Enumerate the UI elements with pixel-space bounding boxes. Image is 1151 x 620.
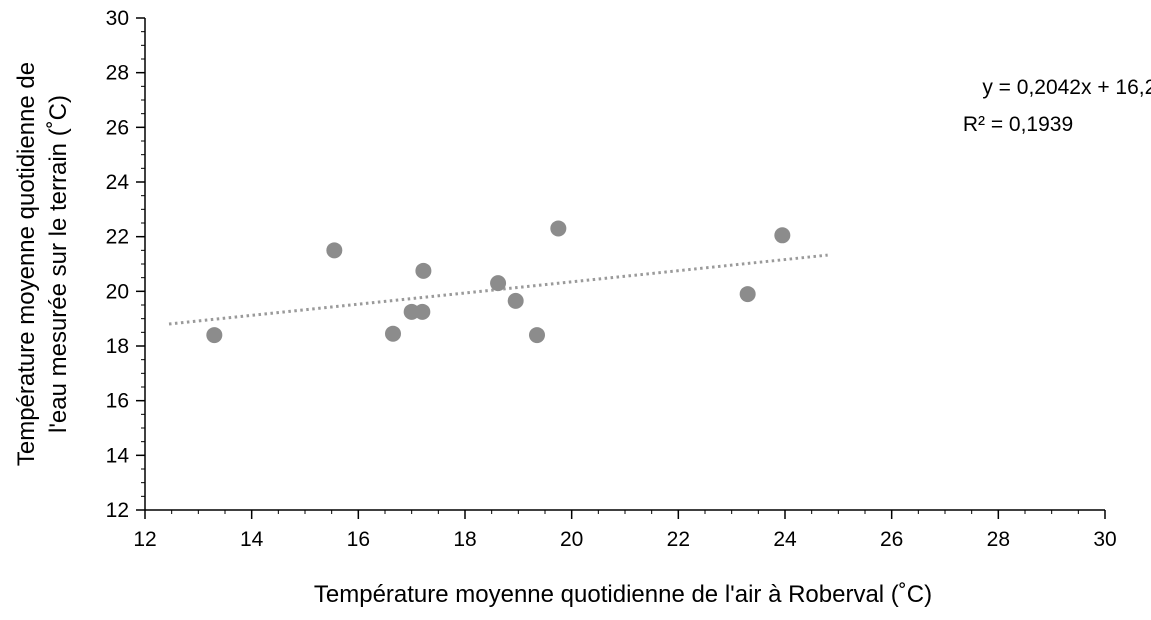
data-point: [206, 327, 223, 344]
y-tick-label: 14: [106, 444, 130, 467]
data-point: [507, 292, 524, 309]
data-point: [490, 275, 507, 292]
data-points: [206, 220, 791, 344]
y-tick-label: 16: [106, 390, 129, 413]
y-tick-label: 20: [106, 280, 129, 303]
y-tick-label: 24: [106, 171, 130, 194]
x-tick-label: 22: [667, 528, 690, 551]
r-squared-label: R² = 0,1939: [963, 113, 1073, 136]
y-tick-label: 28: [106, 62, 129, 85]
x-tick-label: 26: [880, 528, 903, 551]
y-tick-label: 22: [106, 226, 129, 249]
data-point: [414, 303, 431, 320]
y-axis-title-line-1: Température moyenne quotidienne de: [13, 62, 40, 466]
trendline-equation: y = 0,2042x + 16,262: [982, 76, 1151, 99]
data-point: [739, 286, 756, 303]
x-tick-label: 28: [987, 528, 1010, 551]
x-tick-label: 30: [1093, 528, 1116, 551]
data-point: [550, 220, 567, 237]
y-axis-title-line-2: l'eau mesurée sur le terrain (˚C): [45, 95, 72, 433]
y-tick-label: 12: [106, 499, 129, 522]
y-tick-label: 26: [106, 116, 129, 139]
x-axis-title: Température moyenne quotidienne de l'air…: [314, 581, 932, 608]
x-tick-label: 16: [347, 528, 370, 551]
x-tick-label: 12: [133, 528, 156, 551]
data-point: [385, 325, 401, 342]
y-tick-label: 30: [106, 7, 129, 30]
x-tick-label: 20: [560, 528, 583, 551]
data-point: [326, 242, 343, 259]
data-point: [529, 327, 545, 344]
x-tick-label: 14: [240, 528, 264, 551]
data-point: [415, 262, 432, 279]
axes: 12 14 16 18 20 22 24 26 28 30 12 14 16 18 20 22 24 26 28 30: [106, 7, 1117, 551]
y-tick-label: 18: [106, 335, 129, 358]
data-point: [774, 227, 791, 244]
x-tick-label: 24: [773, 528, 797, 551]
x-tick-label: 18: [453, 528, 476, 551]
